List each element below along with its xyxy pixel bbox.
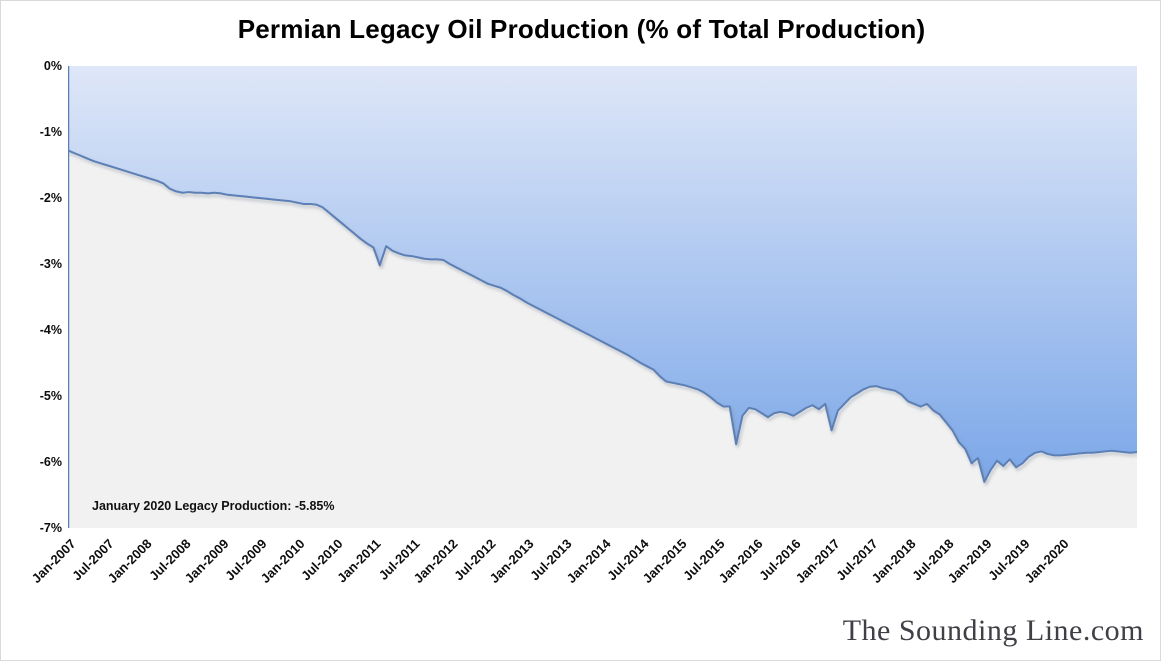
y-axis-tick-label: -1% [39, 125, 62, 139]
series-line [68, 149, 1137, 483]
y-axis-tick-label: -3% [39, 257, 62, 271]
latest-value-annotation: January 2020 Legacy Production: -5.85% [92, 499, 335, 513]
y-axis-tick-label: -7% [39, 521, 62, 535]
y-axis-tick-label: -2% [39, 191, 62, 205]
y-axis-tick-label: 0% [43, 59, 62, 73]
area-fill [68, 66, 1137, 482]
y-axis-tick-label: -5% [39, 389, 62, 403]
plot-area [68, 66, 1137, 528]
y-axis-tick-label: -4% [39, 323, 62, 337]
area-chart-svg [68, 66, 1137, 528]
x-axis: Jan-2007 Jul-2007 Jan-2008 Jul-2008 Jan-2009… [1, 528, 1160, 628]
watermark: The Sounding Line.com [842, 614, 1144, 647]
y-axis: 0% -1% -2% -3% -4% -5% -6% -7% [1, 1, 62, 660]
chart-title: Permian Legacy Oil Production (% of Tota… [237, 14, 926, 44]
y-axis-tick-label: -6% [39, 455, 62, 469]
